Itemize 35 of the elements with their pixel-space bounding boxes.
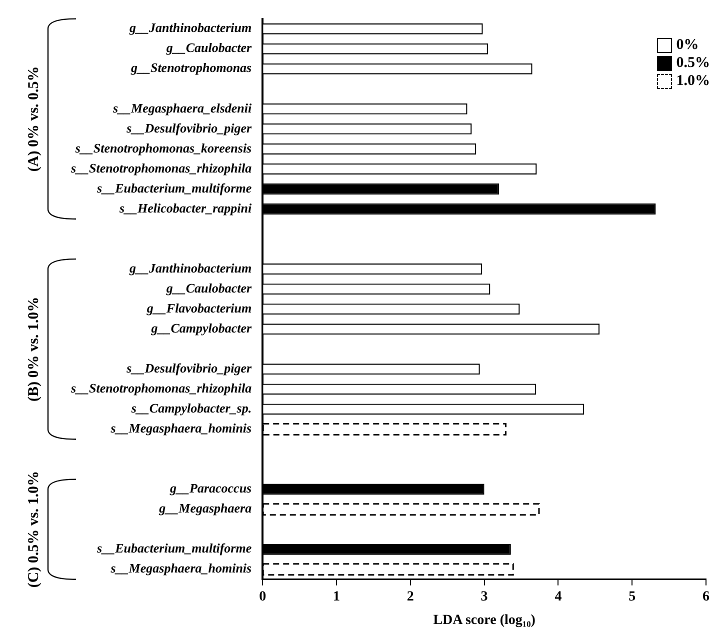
y-tick-label: s__Desulfovibrio_piger <box>126 120 253 136</box>
y-tick-label: g__Flavobacterium <box>146 300 252 316</box>
y-tick-label: s__Megasphaera_elsdenii <box>112 100 252 116</box>
y-tick-label: s__Megasphaera_hominis <box>110 420 252 436</box>
legend-label: 1.0% <box>676 72 710 90</box>
legend-label: 0.5% <box>676 54 710 72</box>
x-tick-label: 3 <box>480 589 488 604</box>
x-tick-label: 4 <box>554 589 562 604</box>
y-tick-label: s__Campylobacter_sp. <box>130 400 252 416</box>
y-tick-label: g__Caulobacter <box>165 280 253 296</box>
y-tick-label: s__Eubacterium_multiforme <box>96 540 252 556</box>
y-tick-label: s__Eubacterium_multiforme <box>96 180 252 196</box>
y-tick-label: g__Janthinobacterium <box>128 260 252 276</box>
y-tick-label: s__Megasphaera_hominis <box>110 560 252 576</box>
y-tick-label: s__Stenotrophomonas_rhizophila <box>70 380 252 396</box>
y-tick-label: g__Janthinobacterium <box>128 20 252 36</box>
y-tick-label: g__Caulobacter <box>165 40 253 56</box>
x-tick-label: 5 <box>628 589 636 604</box>
text: (C) 0.5% vs. 1.0% <box>26 471 42 588</box>
y-tick-label: s__Stenotrophomonas_rhizophila <box>70 160 252 176</box>
text: (B) 0% vs. 1.0% <box>26 296 42 402</box>
text: (A) 0% vs. 0.5% <box>26 66 42 172</box>
x-axis-title: LDA score (log₁₀) <box>433 613 536 628</box>
x-tick-label: 1 <box>333 589 340 604</box>
y-tick-label: g__Paracoccus <box>169 480 252 496</box>
x-tick-label: 6 <box>702 589 710 604</box>
y-tick-label: g__Campylobacter <box>150 320 253 336</box>
x-tick-label: 2 <box>406 589 414 604</box>
y-tick-label: s__Helicobacter_rappini <box>118 200 252 216</box>
y-tick-label: g__Stenotrophomonas <box>130 60 252 76</box>
y-tick-label: s__Stenotrophomonas_koreensis <box>74 140 252 156</box>
x-tick-label: 0 <box>259 589 266 604</box>
legend-label: 0% <box>676 36 699 54</box>
y-tick-label: s__Desulfovibrio_piger <box>126 360 253 376</box>
y-tick-label: g__Megasphaera <box>158 500 252 516</box>
